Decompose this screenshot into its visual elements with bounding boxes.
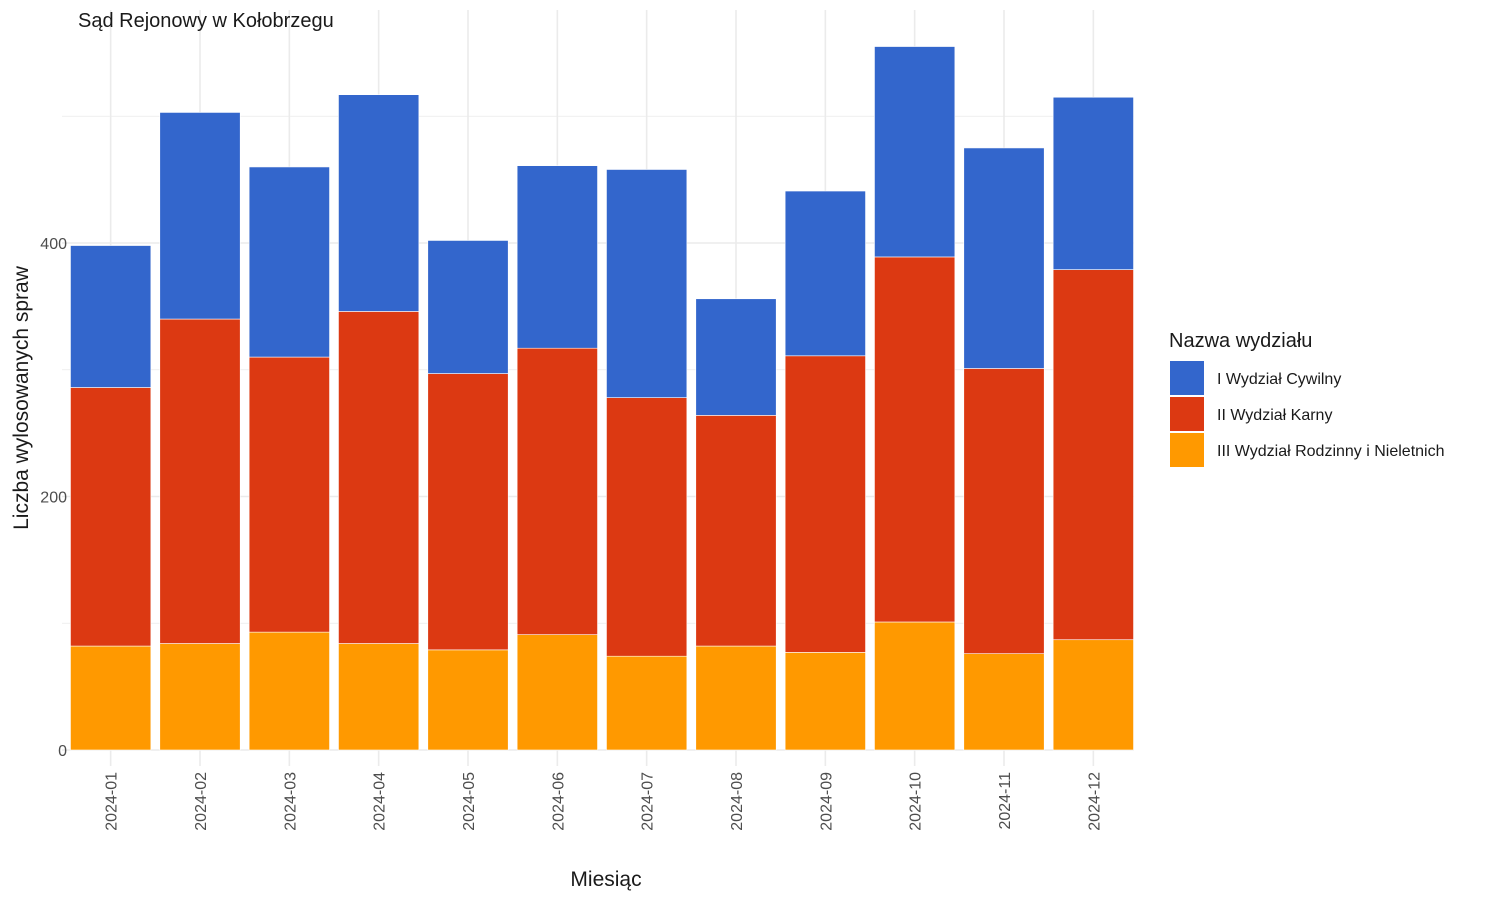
legend: Nazwa wydziału I Wydział Cywilny II Wydzi… [1169, 330, 1445, 467]
x-tick-label: 2024-12 [1086, 772, 1103, 831]
bar-segment [874, 46, 956, 258]
x-tick-label: 2024-11 [997, 772, 1014, 830]
x-tick-label: 2024-05 [461, 772, 478, 831]
bar-segment [427, 240, 509, 374]
bar-segment [159, 112, 241, 320]
bar-segment [695, 298, 777, 416]
legend-swatch [1170, 397, 1204, 431]
bar-segment [516, 165, 598, 349]
bar-segment [606, 397, 688, 657]
legend-label: III Wydział Rodzinny i Nieletnich [1217, 443, 1445, 460]
x-axis-title: Miesiąc [570, 868, 641, 891]
bar-segment [784, 652, 866, 751]
bar-segment [70, 245, 152, 388]
bar-segment [338, 643, 420, 751]
bar-layer [70, 46, 1134, 751]
chart-title: Sąd Rejonowy w Kołobrzegu [78, 10, 334, 32]
bar-segment [695, 645, 777, 751]
bar-segment [70, 387, 152, 647]
bar-segment [427, 373, 509, 651]
bar-segment [963, 653, 1045, 751]
x-tick-label: 2024-01 [104, 772, 121, 831]
bar-segment [1052, 269, 1134, 641]
bar-segment [784, 190, 866, 357]
x-tick-label: 2024-08 [729, 772, 746, 831]
bar-segment [338, 94, 420, 312]
legend-swatch [1170, 361, 1204, 395]
legend-swatch [1170, 433, 1204, 467]
bar-segment [963, 368, 1045, 654]
bar-segment [159, 318, 241, 644]
bar-segment [248, 166, 330, 358]
y-axis-ticks: 0 200 400 [40, 236, 67, 760]
bar-segment [516, 347, 598, 635]
x-tick-label: 2024-03 [282, 772, 299, 831]
bar-segment [1052, 639, 1134, 751]
bar-segment [874, 256, 956, 623]
x-tick-label: 2024-04 [372, 772, 389, 831]
legend-title: Nazwa wydziału [1169, 330, 1312, 352]
bar-segment [427, 649, 509, 751]
x-axis-ticks: 2024-01 2024-02 2024-03 2024-04 2024-05 2024-… [104, 772, 1104, 831]
bar-segment [338, 311, 420, 644]
x-tick-label: 2024-06 [550, 772, 567, 831]
bar-segment [606, 655, 688, 751]
legend-items: I Wydział Cywilny II Wydział Karny III Wyd… [1170, 361, 1445, 467]
bar-segment [159, 643, 241, 751]
bar-segment [874, 621, 956, 751]
legend-label: I Wydział Cywilny [1217, 371, 1341, 388]
bar-segment [516, 634, 598, 751]
bar-segment [1052, 96, 1134, 270]
bar-segment [248, 631, 330, 751]
bar-segment [963, 147, 1045, 369]
bar-segment [70, 645, 152, 751]
bar-segment [784, 355, 866, 653]
x-tick-label: 2024-07 [640, 772, 657, 831]
bar-segment [695, 415, 777, 647]
y-axis-title: Liczba wylosowanych spraw [10, 265, 33, 530]
y-tick-label: 0 [58, 743, 67, 760]
legend-label: II Wydział Karny [1217, 407, 1332, 424]
x-tick-label: 2024-10 [908, 772, 925, 831]
bar-segment [606, 169, 688, 398]
x-tick-label: 2024-02 [193, 772, 210, 831]
x-tick-label: 2024-09 [818, 772, 835, 831]
y-tick-label: 400 [40, 236, 67, 253]
y-tick-label: 200 [40, 490, 67, 507]
bar-segment [248, 356, 330, 633]
